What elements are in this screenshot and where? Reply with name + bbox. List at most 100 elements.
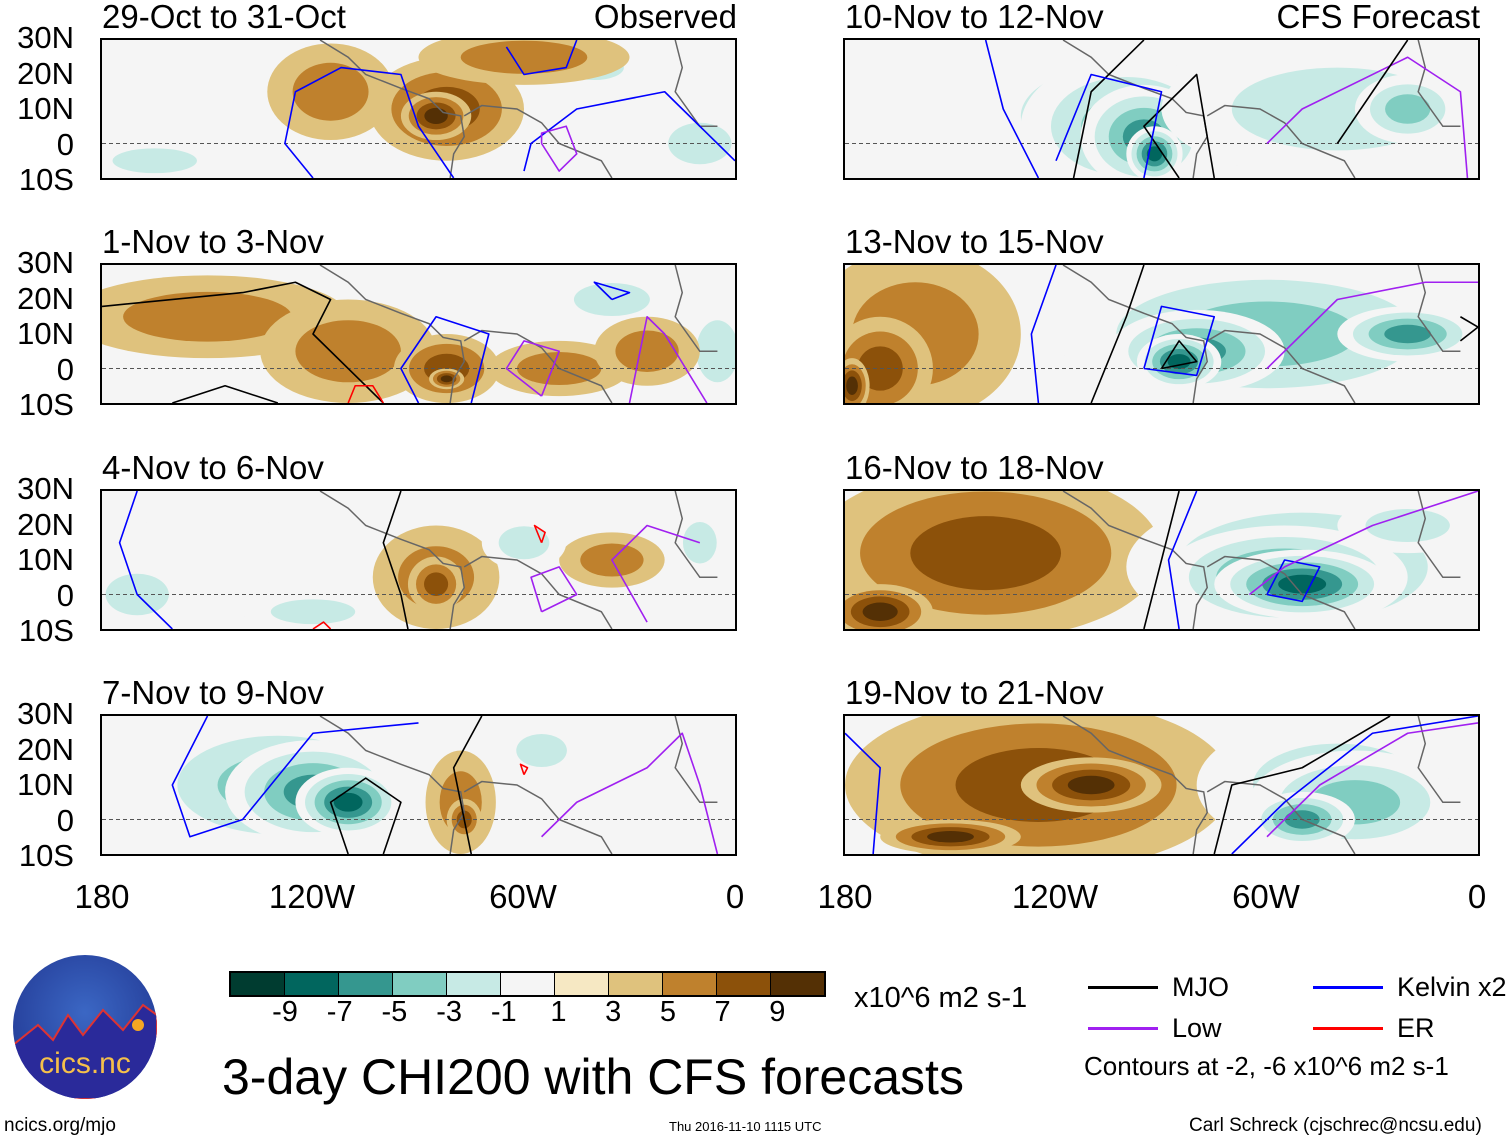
lat-label: 0: [56, 351, 74, 387]
colorbar-label: -9: [272, 996, 298, 1028]
colorbar-label: 5: [659, 996, 676, 1028]
map-panel: 13-Nov to 15-Nov: [843, 223, 1480, 405]
colorbar-label: 1: [550, 996, 567, 1028]
low-contour: [630, 317, 707, 403]
anomaly-map: [100, 489, 737, 631]
kelvin-contour: [506, 40, 576, 75]
anomaly-region: [1365, 508, 1450, 543]
logo-mountains-icon: cics.nc: [13, 1003, 157, 1099]
kelvin-contour: [285, 68, 454, 178]
anomaly-region: [1167, 354, 1191, 370]
lat-label: 30N: [17, 245, 74, 280]
anomaly-region: [516, 733, 567, 768]
panel-title: 7-Nov to 9-Nov: [102, 674, 324, 711]
lat-label: 30N: [17, 696, 74, 731]
anomaly-map: [843, 489, 1480, 631]
anomaly-map: [843, 263, 1480, 405]
coastline: [675, 716, 717, 802]
legend-label: Low: [1172, 1013, 1222, 1043]
mjo-contour: [1337, 40, 1407, 144]
lat-label: 20N: [17, 55, 74, 91]
coastline: [464, 106, 612, 178]
coastline: [1063, 265, 1207, 403]
anomaly-region: [1067, 775, 1115, 795]
mjo-contour: [1214, 716, 1390, 854]
anomaly-region: [137, 501, 278, 585]
low-contour: [531, 567, 577, 612]
lat-label: 0: [56, 126, 74, 162]
contour-note: Contours at -2, -6 x10^6 m2 s-1: [1084, 1051, 1449, 1081]
colorbar-swatch: [339, 973, 393, 995]
anomaly-region: [440, 375, 453, 383]
lat-label: 30N: [17, 471, 74, 506]
kelvin-contour: [172, 716, 418, 837]
mjo-line-icon: [1088, 986, 1158, 989]
coastline: [1207, 782, 1355, 854]
coastline: [1418, 716, 1460, 802]
low-contour: [1249, 491, 1478, 595]
kelvin-contour: [1056, 75, 1162, 179]
colorbar: [229, 971, 826, 997]
footer-timestamp: Thu 2016-11-10 1115 UTC: [669, 1119, 822, 1134]
anomaly-region: [1146, 146, 1163, 162]
anomaly-region: [424, 572, 449, 596]
mjo-contour: [1091, 265, 1144, 403]
legend-kelvin: Kelvin x2: [1313, 972, 1507, 1003]
map-panel: 10-Nov to 12-Nov CFS Forecast: [843, 0, 1480, 180]
coastline: [1207, 106, 1355, 178]
legend-label: MJO: [1172, 972, 1229, 1002]
anomaly-region: [424, 107, 448, 124]
colorbar-swatch: [717, 973, 771, 995]
lat-label: 10N: [17, 542, 74, 577]
lon-label: 180: [74, 878, 130, 915]
legend-er: ER: [1313, 1013, 1435, 1044]
mjo-contour: [1460, 317, 1478, 341]
lon-label: 0: [1467, 878, 1487, 915]
coastline: [1063, 491, 1207, 629]
colorbar-label: -5: [381, 996, 408, 1028]
colorbar-swatch: [393, 973, 447, 995]
lon-label: 120W: [268, 878, 356, 915]
lat-label: 20N: [17, 280, 74, 316]
anomaly-region: [270, 599, 356, 625]
anomaly-region: [292, 62, 369, 121]
anomaly-region: [1385, 94, 1431, 124]
colorbar-swatch: [285, 973, 339, 995]
colorbar-label: -7: [326, 996, 353, 1028]
lat-label: 10S: [18, 387, 74, 422]
er-contour: [535, 526, 546, 543]
coastline: [1063, 716, 1207, 854]
map-panel: 1-Nov to 3-Nov: [100, 223, 737, 405]
kelvin-contour: [1144, 306, 1214, 375]
colorbar-units: x10^6 m2 s-1: [854, 982, 1028, 1014]
mjo-contour: [1144, 491, 1179, 629]
anomaly-region: [615, 330, 679, 372]
panel-title: 29-Oct to 31-Oct: [102, 0, 346, 35]
colorbar-label: -3: [436, 996, 462, 1028]
colorbar-swatch: [771, 973, 824, 995]
anomaly-region: [1384, 324, 1432, 344]
map-panel: 19-Nov to 21-Nov: [843, 674, 1480, 856]
anomaly-region: [1278, 574, 1327, 594]
coastline: [320, 716, 464, 854]
anomaly-region: [102, 722, 173, 779]
colorbar-swatch: [555, 973, 609, 995]
panel-tag: Observed: [593, 0, 737, 35]
svg-text:cics.nc: cics.nc: [39, 1047, 131, 1080]
anomaly-map: [100, 714, 737, 856]
legend-low: Low: [1088, 1013, 1222, 1044]
anomaly-map: [843, 38, 1480, 180]
anomaly-region: [112, 148, 197, 174]
footer-url[interactable]: ncics.org/mjo: [4, 1115, 116, 1136]
lat-label: 20N: [17, 506, 74, 542]
coastline: [1418, 40, 1460, 126]
anomaly-map: [100, 38, 737, 180]
mjo-contour: [454, 716, 482, 854]
low-contour: [612, 526, 700, 623]
mjo-contour: [1074, 40, 1144, 178]
coastline: [320, 265, 464, 403]
coastline: [464, 782, 612, 854]
map-panel: 4-Nov to 6-Nov: [100, 449, 737, 631]
anomaly-map: [100, 263, 737, 405]
panel-title: 10-Nov to 12-Nov: [845, 0, 1104, 35]
